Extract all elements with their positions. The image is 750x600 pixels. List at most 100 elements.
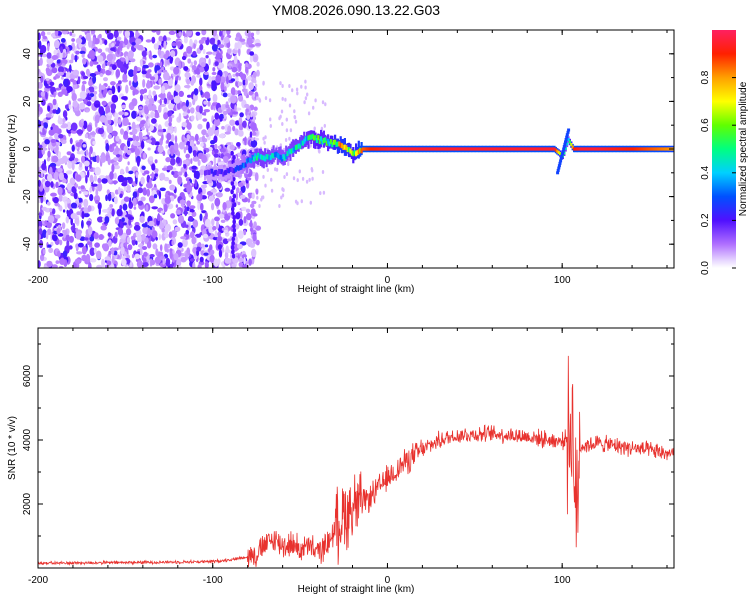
ridge-core [339,142,342,148]
noise-speck [182,105,187,112]
ridge-core [350,150,353,156]
noise-speck [208,58,211,66]
ridge-core [283,155,286,161]
ridge-core [466,147,469,151]
noise-speck [232,125,236,132]
noise-speck [89,60,94,67]
noise-speck [226,30,231,36]
noise-speck [46,156,51,162]
noise-speck [121,258,127,266]
ridge-core [596,147,599,151]
ridge-core [304,136,307,142]
noise-speck [151,206,158,210]
ridge-core [533,147,537,151]
noise-speck [40,44,47,54]
noise-speck [118,150,123,155]
ridge-core [223,170,226,176]
noise-speck [125,84,129,94]
ridge-core [299,143,302,149]
noise-speck [145,39,152,43]
noise-speck [204,218,211,228]
noise-speck [115,69,121,78]
noise-speck [40,75,44,84]
noise-speck [231,210,235,216]
noise-speck [140,140,145,150]
ridge-core [584,147,587,151]
ridge-core [275,151,278,157]
snr-line [38,355,674,568]
noise-speck [125,228,132,236]
noise-speck [83,198,89,208]
noise-speck [47,105,51,112]
ridge-core [234,166,237,172]
noise-speck [93,174,97,182]
ridge-core [483,147,486,151]
noise-speck [88,151,92,159]
noise-speck [86,241,93,246]
ridge-core [396,147,400,151]
noise-speck [126,184,131,193]
noise-speck [120,128,124,135]
noise-speck [250,32,255,37]
noise-speck [94,103,101,108]
noise-speck [146,79,150,88]
ridge-core [227,168,230,174]
ridge-core [621,147,625,151]
ridge-core [521,147,524,151]
noise-speck [231,236,236,242]
noise-speck [50,139,56,143]
noise-speck [58,172,64,181]
noise-speck [222,110,228,116]
noise-speck [89,73,97,77]
noise-speck [195,233,202,238]
noise-speck [89,93,95,98]
ridge-core [311,133,314,139]
ridge-core [465,147,468,151]
spectrogram-ridge [204,128,674,184]
noise-speck [170,50,176,58]
noise-speck [229,119,236,126]
noise-speck [135,30,139,38]
noise-speck [251,131,257,136]
ridge-core [633,147,636,151]
noise-speck [305,179,309,184]
spectrogram-ytick-label: 20 [22,95,33,107]
noise-speck [107,157,111,166]
noise-speck [262,136,265,141]
noise-speck [138,123,145,128]
noise-speck [101,258,105,268]
noise-speck [168,30,176,35]
ridge-core [367,147,370,151]
ridge-core [473,147,476,151]
ridge-core [599,147,602,151]
ridge-core [251,154,254,160]
noise-speck [44,139,50,145]
noise-speck [111,255,115,264]
noise-speck [87,170,90,178]
ridge-halo [245,155,249,174]
ridge-core [475,147,478,151]
noise-speck [93,247,97,255]
noise-speck [90,258,97,263]
noise-speck [66,170,73,175]
noise-speck [237,230,244,239]
noise-speck [52,109,57,114]
noise-speck [129,58,136,63]
noise-speck [40,194,44,204]
noise-speck [81,71,86,77]
ridge-core [441,147,444,151]
noise-speck [39,71,42,75]
noise-speck [178,76,182,81]
noise-speck [232,223,236,229]
noise-speck [69,59,74,64]
noise-speck [134,148,140,157]
ridge-core [616,147,619,151]
ridge-core [237,165,240,171]
spectrogram-xlabel: Height of straight line (km) [298,284,415,295]
ridge-core [525,147,528,151]
noise-speck [47,215,55,223]
noise-speck [162,258,166,265]
noise-speck [186,30,193,37]
noise-speck [114,117,118,127]
